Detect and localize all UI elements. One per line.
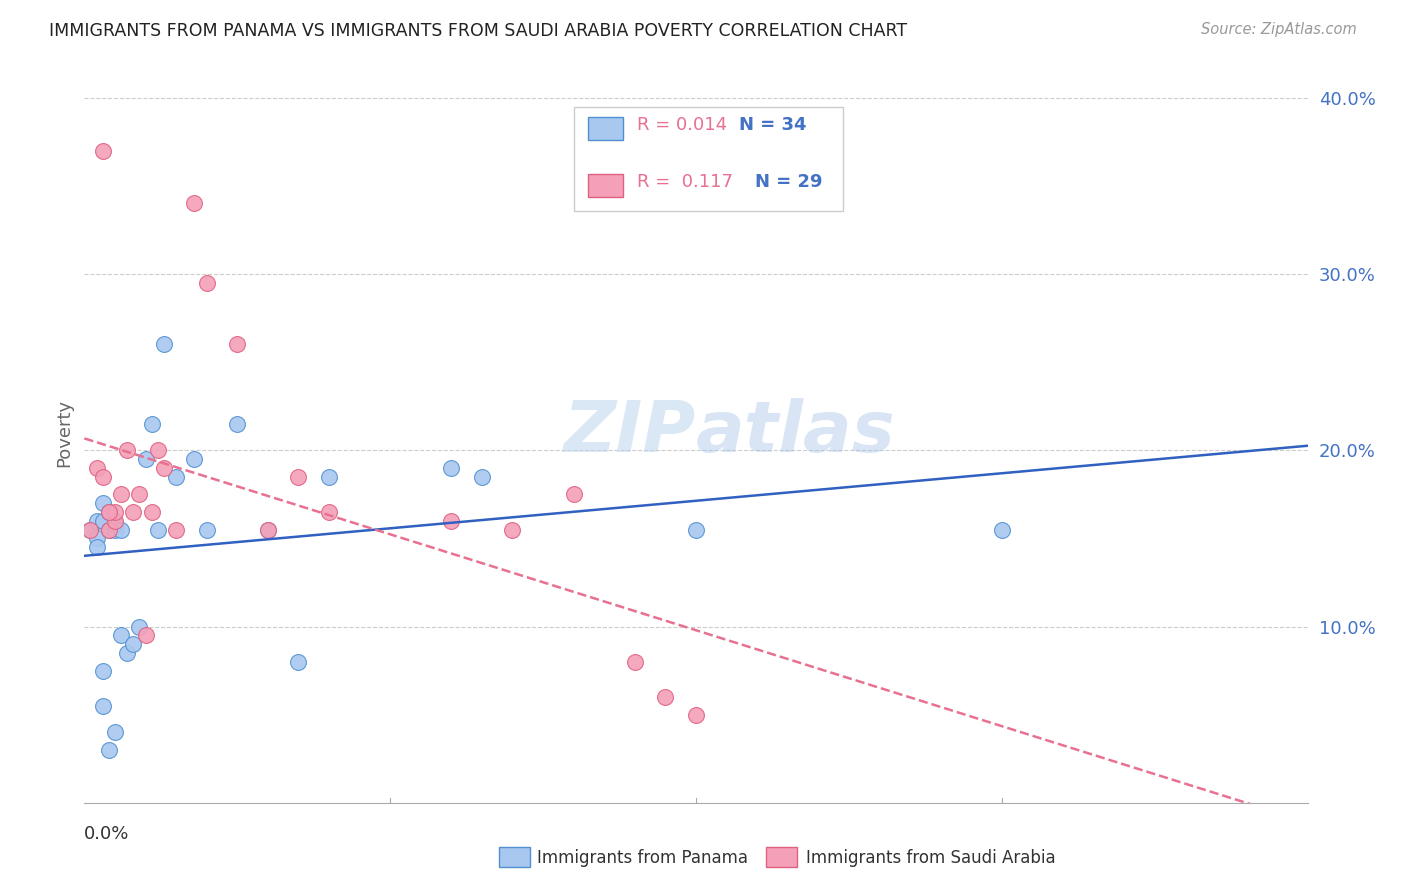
Text: Immigrants from Saudi Arabia: Immigrants from Saudi Arabia	[806, 849, 1056, 867]
Point	[115, 646, 138, 660]
Point	[122, 637, 145, 651]
Point	[141, 417, 163, 431]
Point	[226, 337, 249, 351]
Point	[135, 452, 157, 467]
Y-axis label: Poverty: Poverty	[55, 399, 73, 467]
Point	[79, 523, 101, 537]
Point	[471, 469, 494, 483]
Point	[685, 523, 707, 537]
Point	[153, 337, 176, 351]
Point	[91, 514, 114, 528]
Point	[104, 517, 127, 532]
Text: 0.0%: 0.0%	[84, 825, 129, 843]
Text: ZIP: ZIP	[564, 398, 696, 467]
Point	[128, 487, 150, 501]
Point	[97, 523, 120, 537]
Text: N = 29: N = 29	[755, 173, 823, 192]
Point	[141, 505, 163, 519]
Point	[91, 469, 114, 483]
Point	[165, 469, 187, 483]
Point	[79, 523, 101, 537]
Point	[257, 523, 280, 537]
Point	[91, 496, 114, 510]
Point	[91, 698, 114, 713]
Text: N = 34: N = 34	[738, 116, 806, 135]
Point	[97, 743, 120, 757]
Point	[226, 417, 249, 431]
FancyBboxPatch shape	[574, 107, 842, 211]
Point	[128, 619, 150, 633]
Point	[110, 487, 132, 501]
Bar	[588, 118, 623, 140]
Point	[183, 452, 205, 467]
Point	[86, 532, 108, 546]
Point	[91, 664, 114, 678]
Point	[562, 487, 585, 501]
Text: IMMIGRANTS FROM PANAMA VS IMMIGRANTS FROM SAUDI ARABIA POVERTY CORRELATION CHART: IMMIGRANTS FROM PANAMA VS IMMIGRANTS FRO…	[49, 22, 907, 40]
Point	[146, 523, 169, 537]
Point	[624, 655, 647, 669]
Point	[440, 461, 463, 475]
Point	[104, 505, 127, 519]
Text: atlas: atlas	[696, 398, 896, 467]
Text: R = 0.014: R = 0.014	[637, 116, 727, 135]
Point	[135, 628, 157, 642]
Point	[165, 523, 187, 537]
Point	[287, 469, 309, 483]
Point	[654, 690, 676, 704]
Text: R =  0.117: R = 0.117	[637, 173, 734, 192]
Point	[153, 461, 176, 475]
Text: Immigrants from Panama: Immigrants from Panama	[537, 849, 748, 867]
Point	[86, 514, 108, 528]
Point	[110, 628, 132, 642]
Point	[685, 707, 707, 722]
Point	[91, 144, 114, 158]
Point	[991, 523, 1014, 537]
Text: Source: ZipAtlas.com: Source: ZipAtlas.com	[1201, 22, 1357, 37]
Point	[86, 540, 108, 554]
Point	[97, 505, 120, 519]
Point	[318, 469, 340, 483]
Point	[318, 505, 340, 519]
Point	[104, 523, 127, 537]
Bar	[588, 174, 623, 197]
Point	[115, 443, 138, 458]
Point	[195, 523, 218, 537]
Point	[97, 523, 120, 537]
Point	[183, 196, 205, 211]
Point	[122, 505, 145, 519]
Point	[257, 523, 280, 537]
Point	[195, 276, 218, 290]
Point	[146, 443, 169, 458]
Point	[440, 514, 463, 528]
Point	[104, 725, 127, 739]
Point	[97, 505, 120, 519]
Point	[110, 523, 132, 537]
Point	[287, 655, 309, 669]
Point	[86, 461, 108, 475]
Point	[104, 514, 127, 528]
Point	[502, 523, 524, 537]
